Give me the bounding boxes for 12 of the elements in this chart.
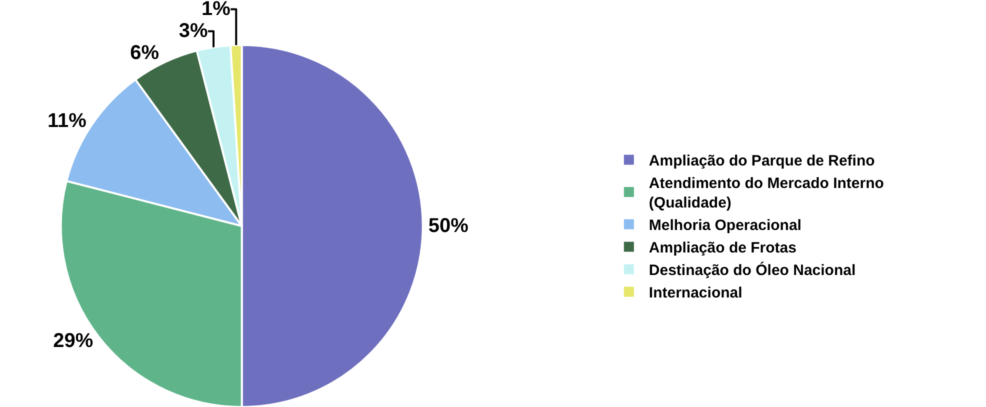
data-label: 1% (202, 0, 231, 20)
legend-label: Ampliação do Parque de Refino (648, 152, 875, 170)
data-label: 29% (53, 330, 94, 352)
legend-label: Destinação do Óleo Nacional (648, 261, 856, 280)
legend-label: Melhoria Operacional (648, 217, 802, 234)
data-label: 50% (428, 215, 469, 237)
legend-label: Atendimento do Mercado Interno (Qualidade) (648, 175, 884, 212)
data-label: 11% (47, 110, 87, 132)
data-label: 3% (178, 20, 208, 42)
data-label: 6% (130, 42, 160, 64)
legend-label: Internacional (648, 284, 742, 302)
legend-label: Ampliação de Frotas (648, 240, 796, 257)
